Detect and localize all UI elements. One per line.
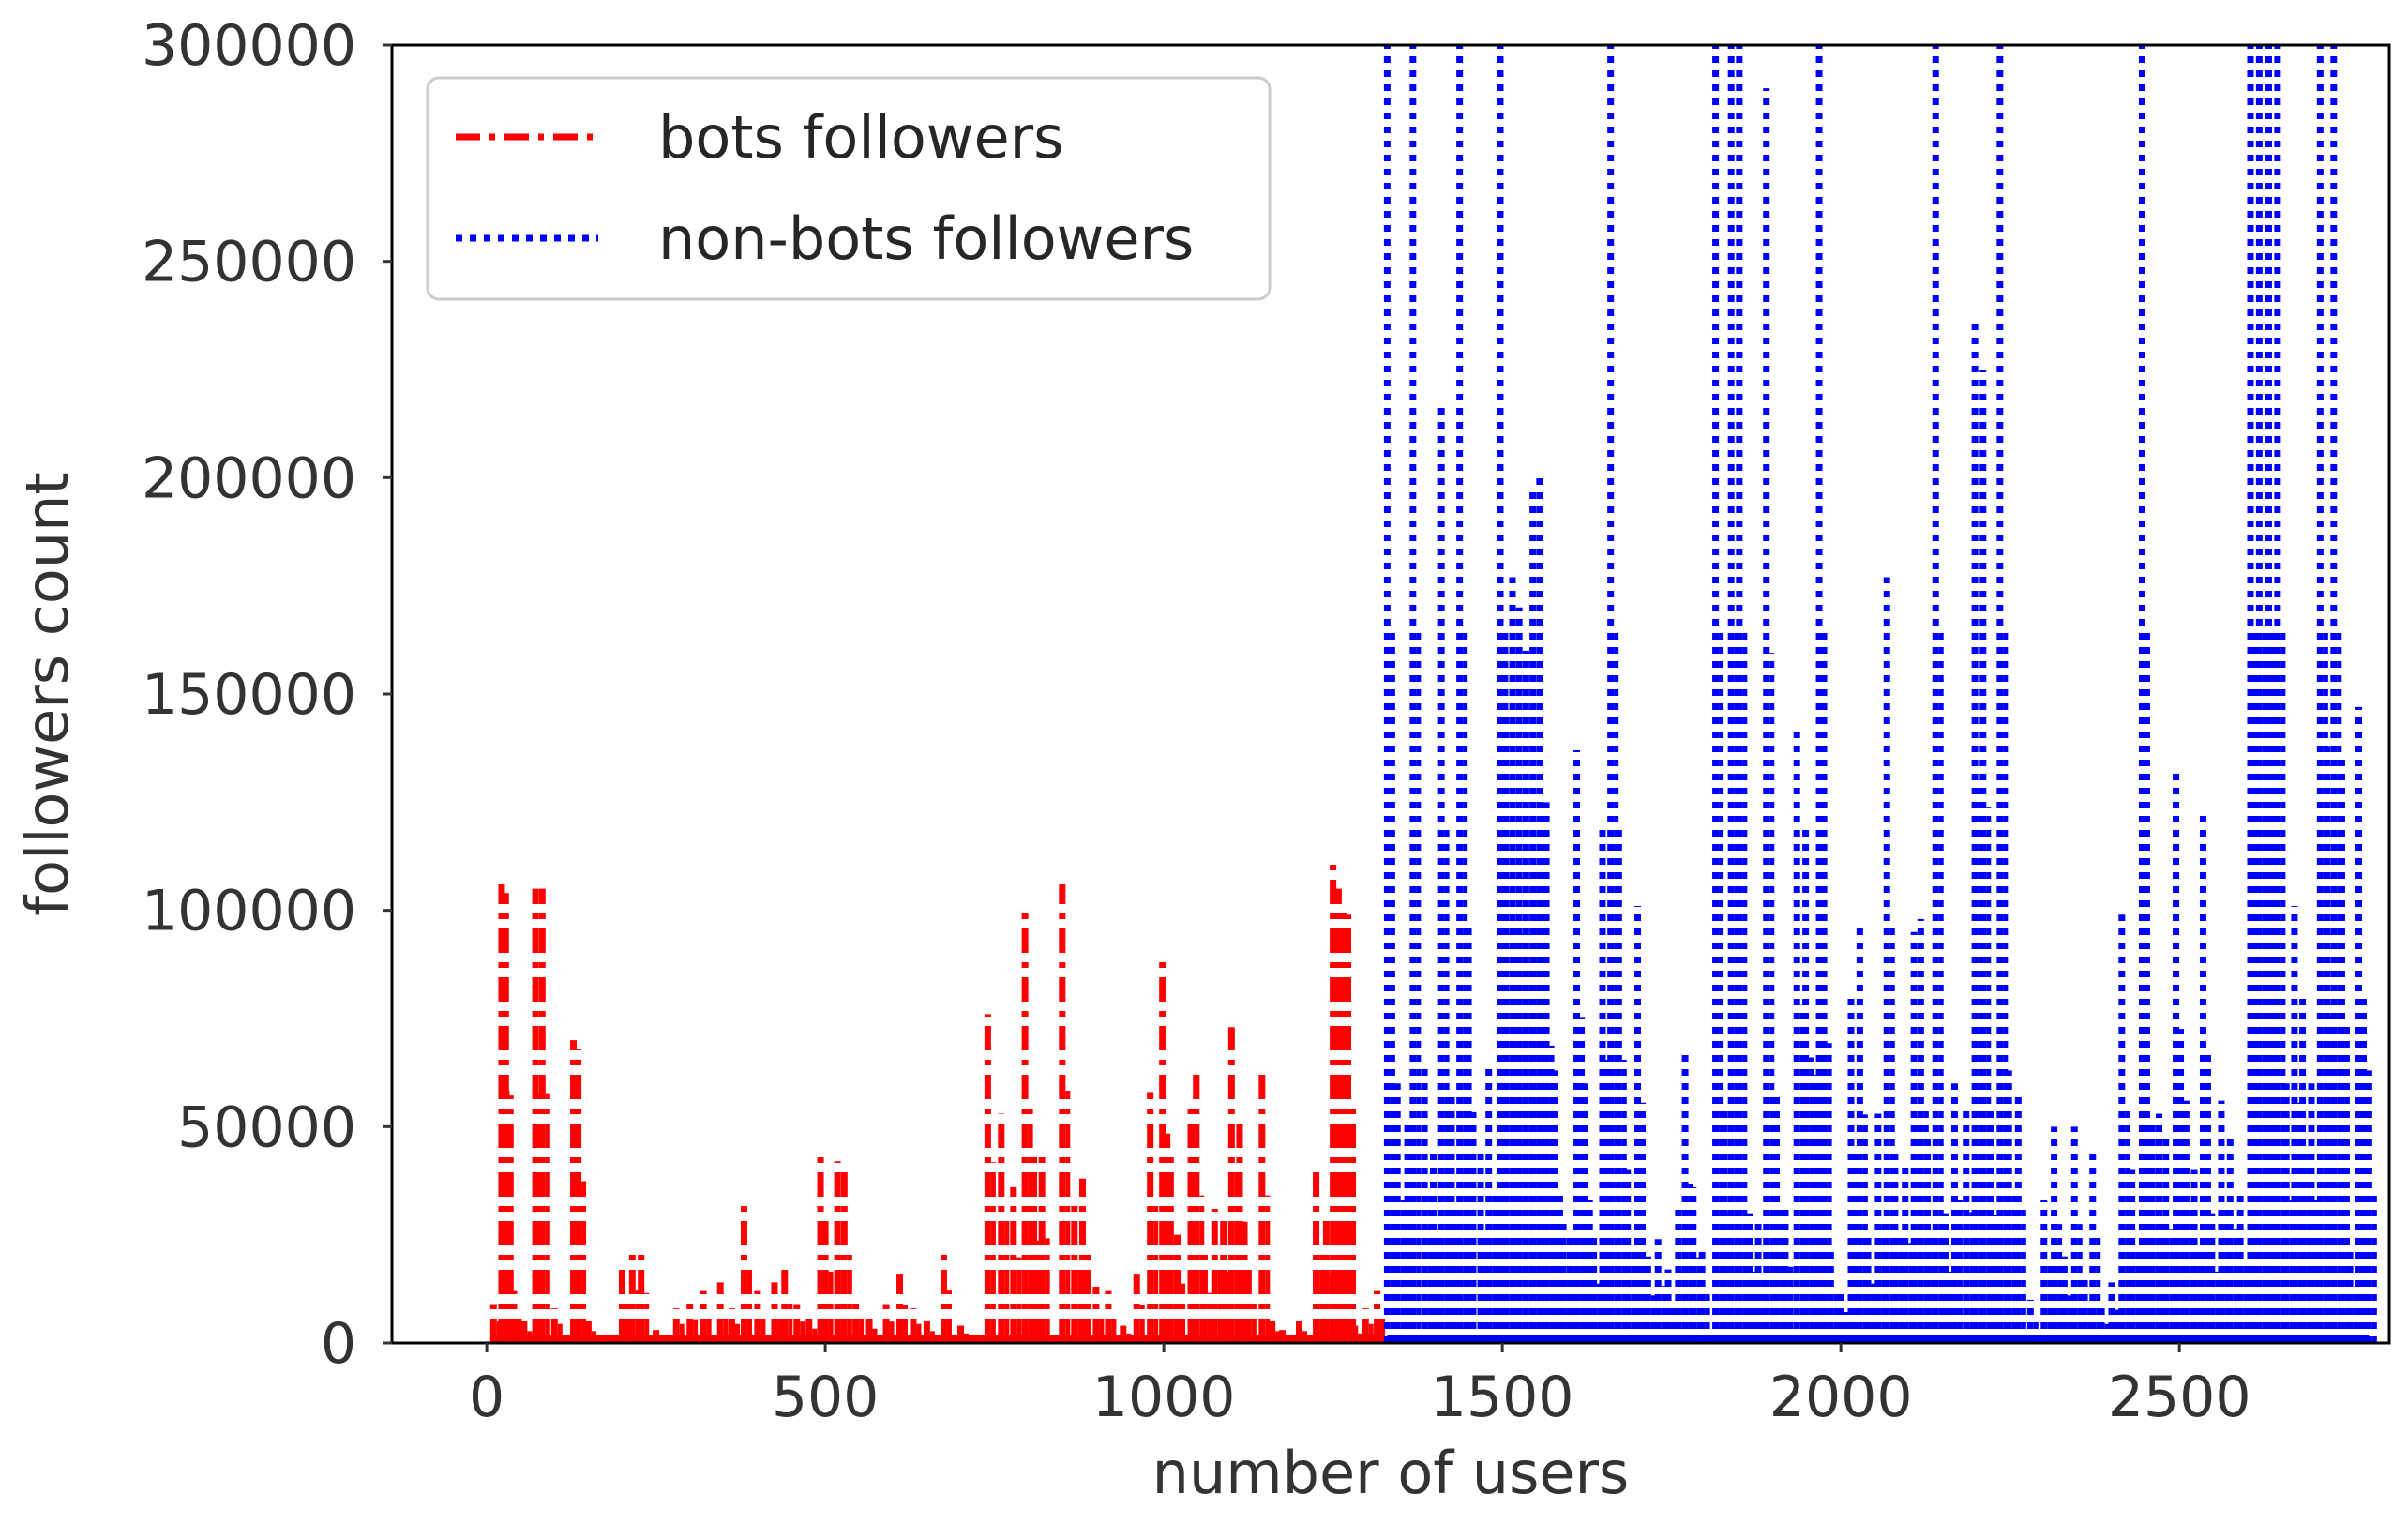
series-bots (489, 862, 1386, 1343)
x-tick-label: 1500 (1431, 1365, 1574, 1430)
x-tick-label: 2000 (1769, 1365, 1913, 1430)
legend-box (426, 76, 1272, 301)
legend-label-non-bots: non-bots followers (658, 204, 1194, 273)
x-tick-label: 2500 (2108, 1365, 2251, 1430)
legend: bots followers non-bots followers (426, 76, 1272, 301)
y-axis-ticks: 0 50000 100000 150000 200000 250000 300000 (142, 13, 392, 1377)
y-tick-label: 100000 (142, 879, 356, 944)
x-tick-label: 500 (772, 1365, 880, 1430)
series-non-bots (1383, 45, 2377, 1343)
y-tick-label: 200000 (142, 445, 356, 511)
x-axis-ticks: 0 500 1000 1500 2000 2500 (469, 1343, 2251, 1430)
x-tick-label: 1000 (1092, 1365, 1236, 1430)
y-tick-label: 50000 (177, 1094, 356, 1160)
legend-label-bots: bots followers (658, 103, 1063, 172)
x-axis-label: number of users (1152, 1439, 1630, 1507)
x-tick-label: 0 (469, 1365, 504, 1430)
y-tick-label: 0 (321, 1311, 356, 1377)
y-tick-label: 150000 (142, 662, 356, 728)
y-tick-label: 300000 (142, 13, 356, 79)
y-tick-label: 250000 (142, 230, 356, 295)
y-axis-label: followers count (13, 472, 82, 915)
series-layer (489, 45, 2377, 1343)
